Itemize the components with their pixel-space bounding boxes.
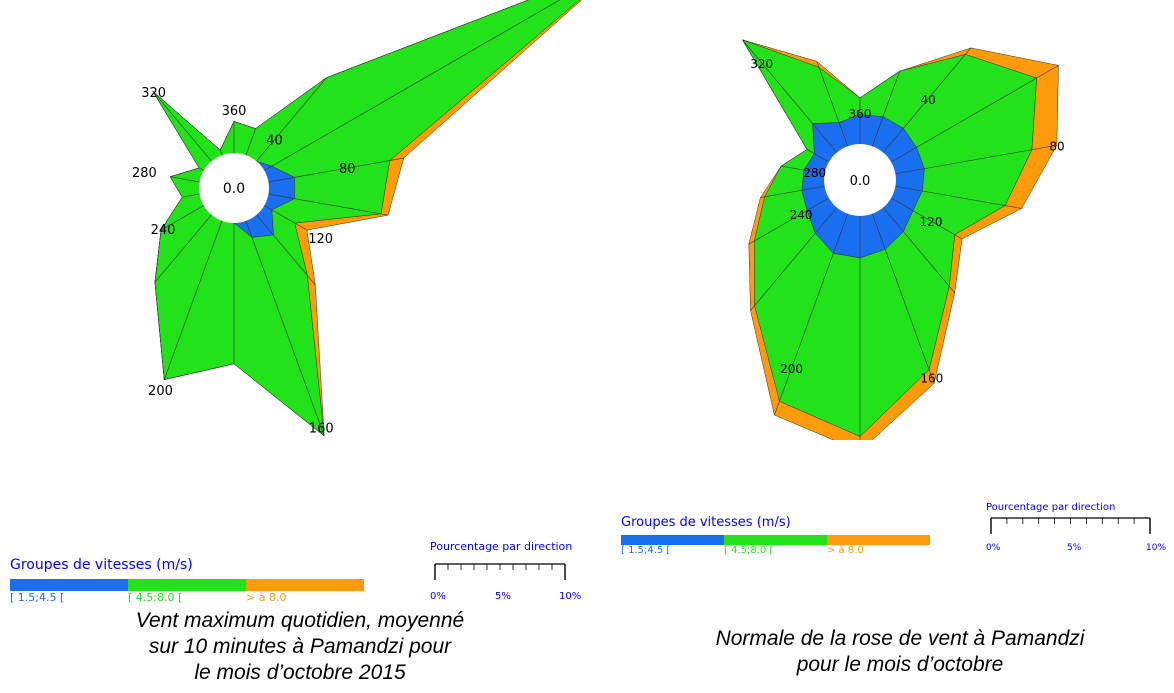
rose-spoke <box>160 205 204 231</box>
rose-spoke <box>882 207 955 294</box>
legend-swatch-low <box>621 535 724 545</box>
scale-title: Pourcentage par direction <box>430 540 573 553</box>
caption-left-line-2: sur 10 minutes à Pamandzi pour <box>148 635 452 658</box>
scale-tick-10: 10% <box>559 591 582 602</box>
rose-spoke <box>891 65 1059 163</box>
wind-rose-chart-october-2015: 0.0 40 80 120 160 200 240 280 320 360 <box>132 0 583 437</box>
rose-center-circle <box>199 153 269 223</box>
legend-entry-high: > à 8.0 <box>246 591 287 604</box>
rose-spoke <box>872 213 935 384</box>
rose-spoke <box>895 145 1057 175</box>
direction-label-200: 200 <box>780 362 803 376</box>
rose-spoke <box>750 207 838 311</box>
direction-label-160: 160 <box>920 371 943 385</box>
legend-entries: [ 1.5;4.5 [ [ 4.5;8.0 [ > à 8.0 <box>621 545 941 556</box>
direction-label-80: 80 <box>1049 139 1064 153</box>
scale-ruler <box>434 563 566 580</box>
legend-color-bar <box>10 579 370 591</box>
caption-right-line-2: pour le mois d’octobre <box>796 653 1004 676</box>
caption-left-line-1: Vent maximum quotidien, moyenné <box>135 609 465 632</box>
direction-label-360: 360 <box>222 104 247 119</box>
direction-label-160: 160 <box>309 422 334 437</box>
scale-ruler <box>990 517 1151 534</box>
rose-spoke <box>245 220 325 436</box>
rose-spoke <box>742 39 838 153</box>
direction-label-240: 240 <box>790 208 813 222</box>
rose-spoke <box>748 197 829 245</box>
scale-tick-10: 10% <box>1146 543 1167 553</box>
rose-spoke <box>781 165 825 175</box>
rose-spoke <box>182 193 200 198</box>
speed-legend-right: Groupes de vitesses (m/s) [ 1.5;4.5 [ [ … <box>621 515 941 556</box>
legend-swatch-high <box>827 535 930 545</box>
scale-title: Pourcentage par direction <box>986 502 1116 513</box>
rose-spoke <box>152 90 212 162</box>
legend-entry-mid: [ 4.5;8.0 [ <box>128 591 183 604</box>
legend-swatch-low <box>10 579 128 591</box>
rose-spoke <box>264 0 561 171</box>
rose-spoke <box>268 193 389 216</box>
rose-spoke <box>760 185 825 198</box>
rose-center-circle <box>824 144 896 216</box>
legend-swatch-high <box>246 579 364 591</box>
rose-spoke <box>170 176 200 183</box>
legend-color-bar <box>621 535 941 545</box>
rose-spoke <box>163 220 223 380</box>
rose-spoke <box>154 214 212 283</box>
legend-entry-mid: [ 4.5;8.0 [ <box>724 545 774 556</box>
caption-left: Vent maximum quotidien, moyenné sur 10 m… <box>60 608 540 686</box>
percentage-scale-right: Pourcentage par direction 0% 5% 10% <box>986 502 1166 572</box>
direction-label-240: 240 <box>151 223 176 238</box>
caption-left-line-3: le mois d’octobre 2015 <box>194 661 406 684</box>
direction-label-280: 280 <box>132 166 157 181</box>
rose-spoke <box>268 157 404 183</box>
legend-entries: [ 1.5;4.5 [ [ 4.5;8.0 [ > à 8.0 <box>10 591 370 604</box>
rose-spoke <box>245 128 256 156</box>
wind-rose-chart-normal-october: 0.0 40 80 120 160 200 240 280 320 360 <box>741 39 1065 440</box>
rose-center-label: 0.0 <box>223 181 245 197</box>
legend-title: Groupes de vitesses (m/s) <box>10 557 193 573</box>
rose-spoke <box>256 77 327 162</box>
caption-right: Normale de la rose de vent à Pamandzi po… <box>640 626 1160 678</box>
direction-label-280: 280 <box>803 166 826 180</box>
direction-label-40: 40 <box>920 93 935 107</box>
rose-spoke <box>882 47 972 153</box>
rose-spoke <box>774 213 848 416</box>
legend-entry-low: [ 1.5;4.5 [ <box>10 591 65 604</box>
rose-spoke <box>198 167 204 171</box>
direction-label-320: 320 <box>750 57 773 71</box>
direction-label-120: 120 <box>920 215 943 229</box>
speed-legend-left: Groupes de vitesses (m/s) [ 1.5;4.5 [ [ … <box>10 557 370 604</box>
scale-tick-0: 0% <box>430 591 446 602</box>
caption-right-line-1: Normale de la rose de vent à Pamandzi <box>715 627 1085 650</box>
legend-swatch-mid <box>724 535 827 545</box>
direction-label-80: 80 <box>339 162 356 177</box>
scale-tick-5: 5% <box>495 591 511 602</box>
legend-entry-low: [ 1.5;4.5 [ <box>621 545 671 556</box>
direction-label-40: 40 <box>266 134 283 149</box>
direction-label-320: 320 <box>141 86 166 101</box>
scale-tick-0: 0% <box>986 543 1001 553</box>
rose-spoke <box>806 149 829 163</box>
percentage-scale-left: Pourcentage par direction 0% 5% 10% <box>430 540 595 610</box>
direction-label-360: 360 <box>849 107 872 121</box>
rose-spoke <box>264 205 308 231</box>
rose-spoke <box>891 197 963 240</box>
rose-spoke <box>895 185 1022 209</box>
rose-center-label: 0.0 <box>850 174 871 189</box>
rose-spoke <box>872 71 900 147</box>
direction-label-120: 120 <box>308 232 333 247</box>
legend-swatch-mid <box>128 579 246 591</box>
legend-title: Groupes de vitesses (m/s) <box>621 515 791 530</box>
rose-spoke <box>256 214 316 286</box>
rose-spoke <box>816 61 848 147</box>
legend-entry-high: > à 8.0 <box>827 545 864 556</box>
direction-label-200: 200 <box>148 384 173 399</box>
rose-spoke <box>219 150 223 156</box>
scale-tick-5: 5% <box>1067 543 1082 553</box>
